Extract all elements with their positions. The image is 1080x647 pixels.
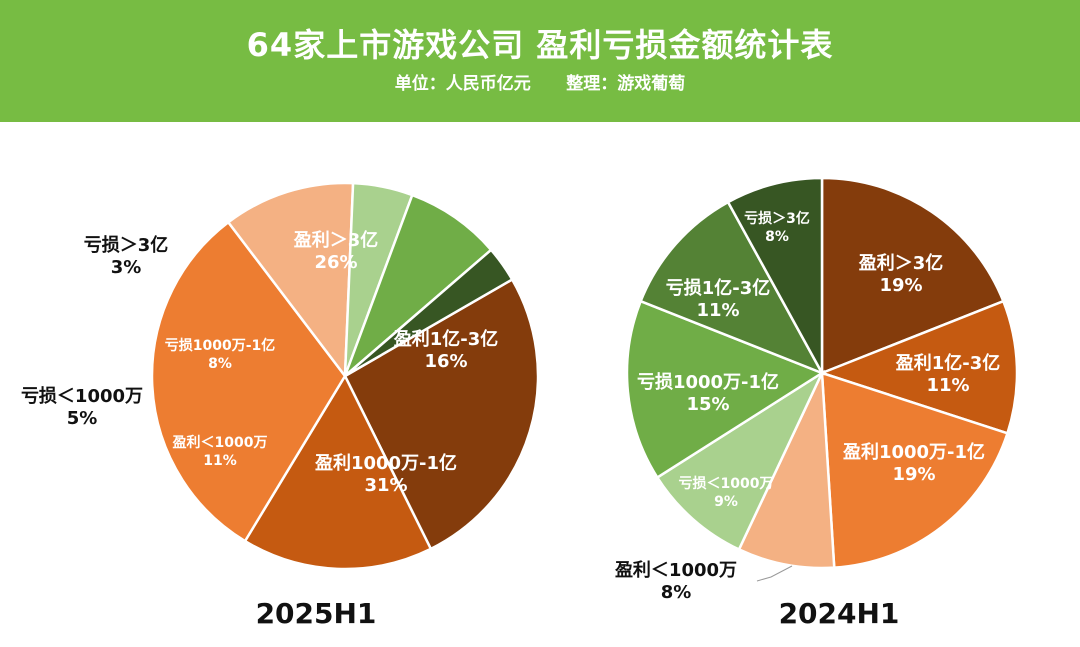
slice-percent: 16% [424,351,467,372]
slice-label: 亏损＞3亿 [744,210,810,227]
pie-slice [726,176,824,374]
slice-percent: 8% [765,229,789,245]
slice-percent: 8% [208,356,232,372]
pie-slice [820,176,1005,375]
pie-slice [343,277,540,551]
slice-percent: 3% [111,257,142,278]
slice-percent: 11% [696,300,739,321]
pie-slice [243,373,433,571]
slice-label: 盈利＞3亿 [858,252,944,274]
pie-slice [226,181,355,380]
slice-percent: 15% [686,394,729,415]
slice-label: 盈利1亿-3亿 [895,352,1001,374]
slice-label: 亏损1000万-1亿 [165,337,276,354]
slice-percent: 19% [879,275,922,296]
slice-label: 盈利＜1000万 [172,434,268,451]
slice-label: 亏损＞3亿 [84,234,169,256]
slice-label: 盈利1000万-1亿 [842,441,985,463]
slice-label: 盈利＜1000万 [614,559,737,581]
slice-label: 盈利1000万-1亿 [314,452,457,474]
pie-slice [737,372,836,570]
pie-slice [639,200,825,376]
slice-percent: 11% [203,453,237,469]
pie-slice [343,193,493,377]
slice-label: 亏损1亿-3亿 [666,277,771,299]
slice-label: 盈利＞3亿 [293,229,379,251]
slice-percent: 31% [364,475,407,496]
pie-slice [818,299,1019,435]
slice-label: 亏损＜1000万 [21,385,143,407]
chart-2025-caption: 2025H1 [255,597,377,630]
slice-label: 盈利1亿-3亿 [393,328,499,350]
slice-percent: 8% [661,582,692,603]
leader-line [756,565,793,582]
slice-percent: 5% [67,408,98,429]
slice-label: 亏损1000万-1亿 [637,371,779,393]
slice-percent: 11% [926,375,969,396]
pie-slice [150,220,347,543]
page-title: 64家上市游戏公司 盈利亏损金额统计表 [246,26,834,64]
slice-percent: 26% [314,252,357,273]
pie-slice [344,248,514,378]
header-banner: 64家上市游戏公司 盈利亏损金额统计表 单位：人民币亿元 整理：游戏葡萄 [0,0,1080,122]
slice-label: 亏损＜1000万 [679,475,774,492]
pie-slice [655,369,825,552]
pie-slice [625,299,825,480]
page-subtitle: 单位：人民币亿元 整理：游戏葡萄 [394,74,686,94]
slice-percent: 19% [892,464,935,485]
chart-2024-caption: 2024H1 [778,597,900,630]
slice-percent: 9% [714,494,738,510]
pie-slice [820,371,1010,569]
pie-chart-2024H1: 盈利＞3亿19%盈利1亿-3亿11%盈利1000万-1亿19%盈利＜1000万8… [614,176,1019,603]
